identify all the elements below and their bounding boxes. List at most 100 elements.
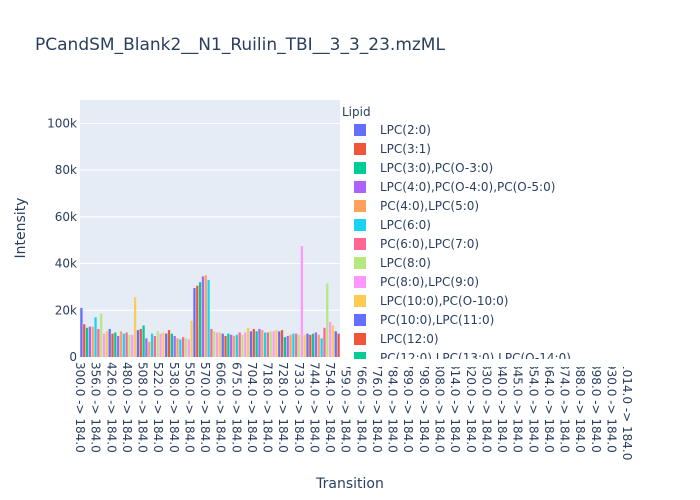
bar [193, 288, 196, 357]
bar [337, 333, 340, 357]
x-axis-ticks: 300.0 -> 184.0 356.0 -> 184.0 426.0 -> 184… [73, 362, 634, 460]
legend-item[interactable]: LPC(12:0) [354, 332, 439, 346]
legend-item[interactable]: PC(8:0),LPC(9:0) [354, 275, 479, 289]
legend-swatch [354, 333, 366, 345]
bar [317, 334, 320, 357]
legend-label: LPC(12:0) [380, 332, 439, 346]
bar [247, 327, 250, 357]
bar [142, 325, 145, 357]
bar [289, 334, 292, 357]
bar [306, 333, 309, 357]
bar [176, 338, 179, 357]
bar [323, 327, 326, 357]
x-tick-label: 840.0 -> 184.0 [495, 362, 509, 453]
bar [94, 317, 97, 357]
bar [170, 333, 173, 357]
x-tick-label: 930.0 -> 184.0 [604, 362, 618, 453]
legend-swatch [354, 238, 366, 250]
bar [88, 326, 92, 357]
legend-item[interactable]: LPC(2:0) [354, 123, 431, 137]
legend-item[interactable]: LPC(4:0),PC(O-4:0),PC(O-5:0) [354, 180, 555, 194]
bar [145, 338, 148, 357]
bar [215, 332, 219, 357]
bar [263, 332, 267, 357]
x-tick-label: 776.0 -> 184.0 [370, 362, 384, 453]
bar [173, 335, 176, 357]
bar [156, 331, 159, 357]
bar [235, 334, 238, 357]
bar [187, 339, 190, 357]
bar [136, 330, 140, 357]
bar [108, 328, 111, 357]
bar [249, 331, 253, 357]
bar [179, 339, 182, 357]
bar [190, 320, 193, 357]
x-tick-label: 570.0 -> 184.0 [198, 362, 212, 453]
bar [224, 335, 227, 357]
x-tick-label: 744.0 -> 184.0 [308, 362, 322, 453]
legend-item[interactable]: LPC(6:0) [354, 218, 431, 232]
legend-item[interactable]: LPC(3:0),PC(O-3:0) [354, 161, 493, 175]
y-axis-title: Intensity [13, 198, 29, 259]
legend[interactable]: Lipid LPC(2:0) LPC(3:1) LPC(3:0),PC(O-3:0)… [340, 105, 640, 367]
bar [83, 324, 86, 357]
bar [238, 332, 241, 357]
bar [105, 331, 108, 357]
bar [269, 331, 272, 357]
bar [261, 330, 264, 357]
x-tick-label: 1014.0 -> 184.0 [620, 362, 634, 460]
x-tick-label: 898.0 -> 184.0 [589, 362, 603, 453]
bar [258, 328, 261, 357]
bar [266, 332, 270, 357]
bar [148, 341, 151, 357]
x-tick-label: 766.0 -> 184.0 [354, 362, 368, 453]
bar [280, 330, 284, 357]
bar [232, 335, 236, 357]
bar [272, 331, 275, 357]
legend-title: Lipid [342, 105, 371, 119]
legend-label: LPC(2:0) [380, 123, 431, 137]
y-tick-label: 0 [69, 350, 77, 364]
x-tick-label: 874.0 -> 184.0 [558, 362, 572, 453]
bar [278, 331, 281, 357]
x-tick-label: 830.0 -> 184.0 [479, 362, 493, 453]
legend-item[interactable]: LPC(10:0),PC(O-10:0) [354, 294, 508, 308]
x-tick-label: 426.0 -> 184.0 [104, 362, 118, 453]
x-tick-label: 845.0 -> 184.0 [511, 362, 525, 453]
bar [198, 282, 202, 357]
legend-clip [340, 359, 640, 367]
bar [210, 328, 213, 357]
legend-item[interactable]: PC(4:0),LPC(5:0) [354, 199, 479, 213]
bar [159, 333, 162, 357]
bar [167, 330, 171, 357]
bar [230, 334, 233, 357]
bar [221, 333, 224, 357]
x-tick-label: 728.0 -> 184.0 [276, 362, 290, 453]
legend-item[interactable]: LPC(3:1) [354, 142, 431, 156]
bar [85, 327, 89, 357]
legend-swatch [354, 295, 366, 307]
bar [295, 333, 298, 357]
legend-item[interactable]: PC(10:0),LPC(11:0) [354, 313, 494, 327]
legend-label: PC(4:0),LPC(5:0) [380, 199, 479, 213]
bar [309, 334, 312, 357]
bar [241, 334, 244, 357]
bar [314, 332, 318, 357]
x-tick-label: 550.0 -> 184.0 [182, 362, 196, 453]
bar [128, 334, 131, 357]
x-tick-label: 480.0 -> 184.0 [120, 362, 134, 453]
legend-swatch [354, 219, 366, 231]
x-axis-title: Transition [315, 476, 384, 492]
y-tick-label: 40k [55, 257, 77, 271]
legend-item[interactable]: PC(6:0),LPC(7:0) [354, 237, 479, 251]
bar [102, 333, 106, 357]
bar [111, 333, 114, 357]
bar [207, 279, 210, 357]
bar [252, 328, 255, 357]
bar [80, 307, 83, 357]
bar [292, 333, 295, 357]
legend-item[interactable]: LPC(8:0) [354, 256, 431, 270]
bar [300, 246, 303, 357]
x-tick-label: 733.0 -> 184.0 [292, 362, 306, 453]
